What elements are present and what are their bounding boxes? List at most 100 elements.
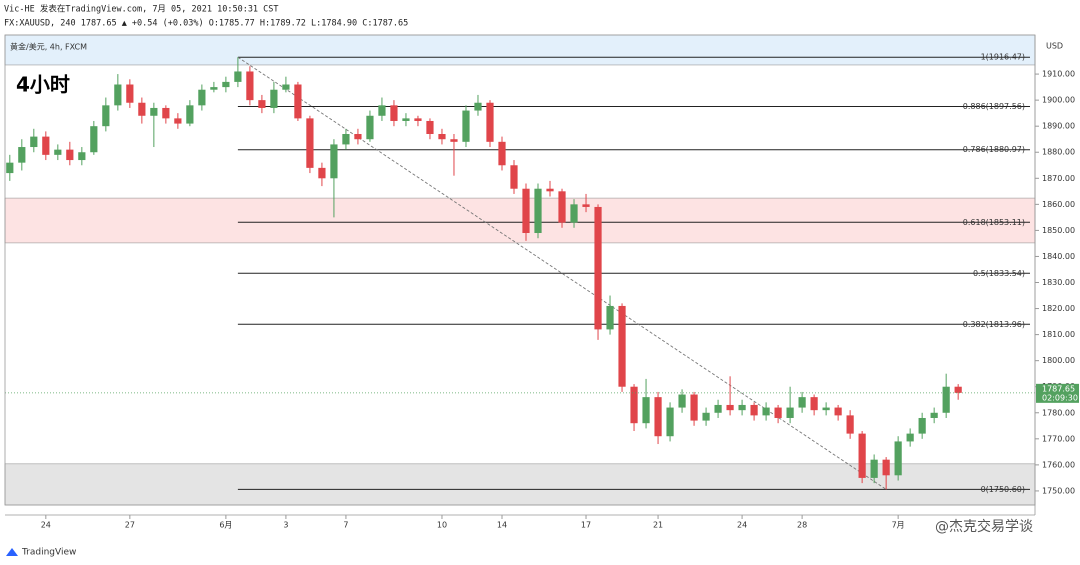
y-tick-label: 1890.00 [1042,122,1075,131]
candle-body [570,204,578,223]
candle-body [498,141,506,166]
price-zone [4,197,1036,244]
y-tick-label: 1800.00 [1042,356,1075,365]
candle-body [810,397,818,411]
candle-body [762,407,770,416]
y-tick-label: 1880.00 [1042,148,1075,157]
y-tick-label: 1850.00 [1042,226,1075,235]
candle-body [582,204,590,207]
candle-body [642,397,650,424]
candle-body [258,100,266,108]
candle-body [102,105,110,127]
candle-body [690,394,698,421]
candle-body [438,134,446,140]
publish-line: Vic-HE 发表在TradingView.com, 7月 05, 2021 1… [4,4,279,15]
x-tick-label: 7 [343,521,348,530]
x-tick-label: 27 [125,521,135,530]
candle-body [942,386,950,413]
countdown-label: 02:09:30 [1042,393,1078,402]
candle-body [702,412,710,421]
x-tick-label: 24 [737,521,747,530]
currency: USD [1046,42,1063,51]
candle-body [138,102,146,116]
candle-body [798,397,806,408]
candle-body [486,102,494,142]
candle-body [282,84,290,90]
candle-body [426,120,434,135]
candle-body [318,167,326,179]
x-tick-label: 17 [581,521,591,530]
candle-body [42,136,50,155]
candle-body [54,149,62,155]
annotation: 4小时 [16,73,70,97]
candle-body [306,118,314,168]
y-tick-label: 1820.00 [1042,304,1075,313]
y-tick-label: 1860.00 [1042,200,1075,209]
candle-body [558,191,566,223]
plot-area: 1(1916.47) 0.886(1897.56) 0.786(1880.97) 0.… [4,34,1036,506]
candle-body [510,165,518,189]
candle-body [222,81,230,88]
last-price-label: 1787.65 [1042,384,1075,393]
brand-logo [6,548,18,556]
fib-label: 0.786(1880.97) [963,145,1025,154]
x-tick-label: 3 [283,521,288,530]
candle-body [150,107,158,116]
symbol-line: FX:XAUUSD, 240 1787.65 ▲ +0.54 (+0.03%) … [4,19,408,29]
candle-body [270,89,278,108]
candle-body [414,118,422,121]
candle-body [666,407,674,437]
candle-body [918,417,926,434]
y-tick-label: 1900.00 [1042,96,1075,105]
y-tick-label: 1810.00 [1042,330,1075,339]
candle-body [474,102,482,111]
x-tick-label: 6月 [219,521,232,530]
candle-body [930,412,938,418]
fib-label: 0.5(1833.54) [973,269,1025,278]
fib-label: 1(1916.47) [981,53,1025,62]
y-tick-label: 1870.00 [1042,174,1075,183]
y-tick-label: 1840.00 [1042,252,1075,261]
candle-body [234,71,242,82]
candle-body [618,305,626,387]
candle-body [162,107,170,119]
candle-body [342,134,350,145]
candle-body [294,84,302,119]
candle-body [726,404,734,411]
candle-body [402,118,410,121]
candle-body [66,149,74,161]
candle-body [546,188,554,192]
candle-body [78,152,86,161]
candle-body [522,188,530,234]
candle-body [174,118,182,124]
candle-body [186,105,194,124]
brand: TradingView [21,548,76,558]
candle-body [354,134,362,140]
x-tick-label: 24 [41,521,51,530]
candle-body [822,407,830,411]
candle-body [390,105,398,121]
y-tick-label: 1910.00 [1042,70,1075,79]
candle-body [954,386,962,393]
candle-body [462,110,470,142]
watermark: @杰克交易学谈 [935,518,1033,535]
candle-body [450,139,458,142]
candle-body [858,433,866,478]
last-price-box [1036,383,1079,403]
candle-body [6,162,14,174]
candle-body [126,84,134,103]
candle-body [114,84,122,106]
candle-body [714,404,722,413]
fib-label: 0.382(1813.96) [963,320,1025,329]
candle-body [594,206,602,330]
candle-body [378,105,386,116]
candle-body [366,115,374,140]
candle-body [30,136,38,148]
price-zone [4,463,1036,506]
y-tick-label: 1780.00 [1042,408,1075,417]
y-tick-label: 1760.00 [1042,460,1075,469]
candle-body [786,407,794,418]
candle-body [90,126,98,153]
